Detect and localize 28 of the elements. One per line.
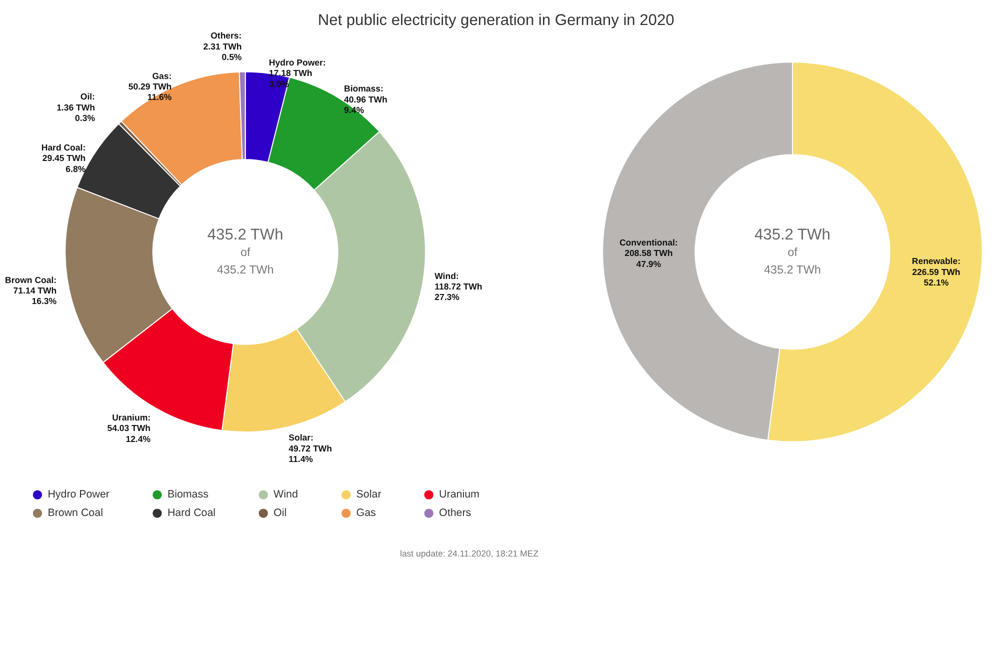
legend-label: Others xyxy=(439,507,472,520)
data-label: Renewable: 226.59 TWh 52.1% xyxy=(912,256,961,288)
data-label: Oil: 1.36 TWh 0.3% xyxy=(56,92,96,123)
donut-slice xyxy=(120,71,243,186)
data-label: Others: 2.31 TWh 0.5% xyxy=(203,30,242,62)
legend-label: Brown Coal xyxy=(48,507,103,520)
legend-label: Hard Coal xyxy=(167,507,216,520)
data-label: Conventional: 208.58 TWh 47.9% xyxy=(619,237,678,269)
legend-label: Oil xyxy=(274,507,287,520)
legend-label: Gas xyxy=(356,507,376,520)
data-label: Wind: 118.72 TWh 27.3% xyxy=(434,270,482,302)
legend-label: Biomass xyxy=(167,488,208,501)
text: 435.2 TWh xyxy=(754,226,830,244)
data-label: Solar: 49.72 TWh 11.4% xyxy=(288,432,332,464)
text: of xyxy=(788,246,798,259)
data-label: Hard Coal: 29.45 TWh 6.8% xyxy=(41,142,86,174)
text: 435.2 TWh xyxy=(207,226,284,244)
text: of xyxy=(240,246,251,259)
text: last update: 24.11.2020, 18:21 MEZ xyxy=(400,548,540,559)
data-label: Uranium: 54.03 TWh 12.4% xyxy=(107,412,151,444)
text: 435.2 TWh xyxy=(216,263,274,276)
data-label: Brown Coal: 71.14 TWh 16.3% xyxy=(5,274,57,306)
legend-label: Uranium xyxy=(439,488,480,501)
text: 435.2 TWh xyxy=(764,263,821,276)
legend-label: Solar xyxy=(356,488,382,501)
legend-label: Wind xyxy=(274,488,298,501)
chart-title: Net public electricity generation in Germany in 2020 xyxy=(318,12,675,30)
legend-label: Hydro Power xyxy=(48,488,110,501)
